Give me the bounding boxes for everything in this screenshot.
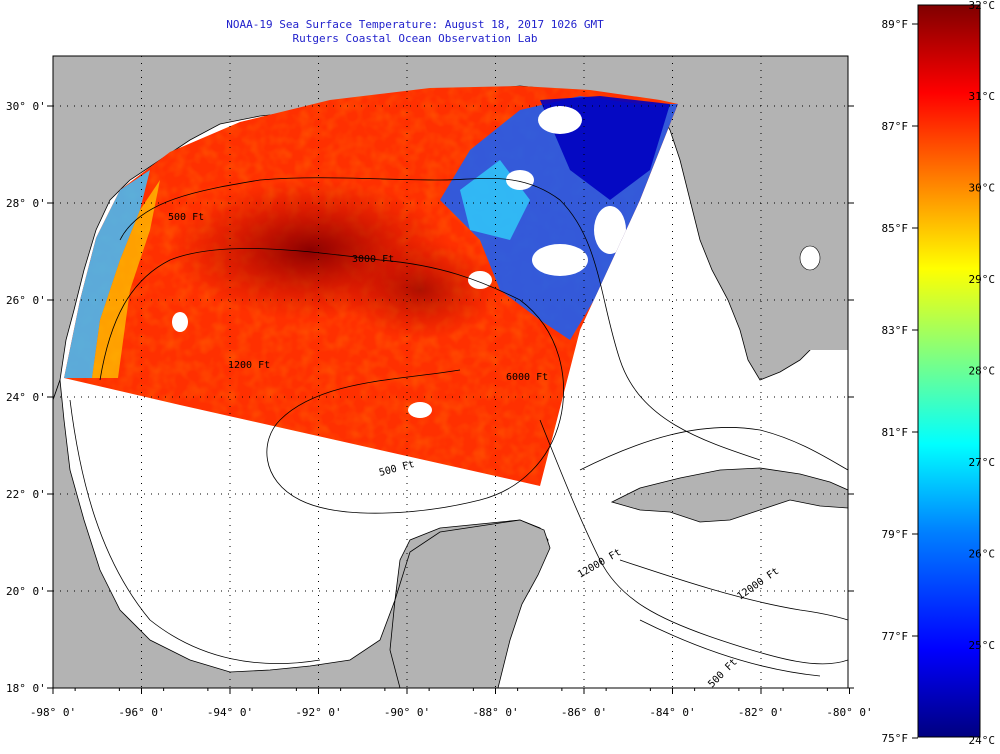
colorbar-c-label: 26°C [969, 548, 996, 561]
longitude-label: -84° 0' [649, 706, 695, 719]
latitude-label: 28° 0' [6, 197, 46, 210]
colorbar-f-label: 83°F [882, 324, 909, 337]
map-subtitle: Rutgers Coastal Ocean Observation Lab [292, 32, 538, 45]
colorbar-celsius-labels: 32°C 31°C 30°C 29°C 28°C 27°C 26°C 25°C 24°C [969, 0, 996, 747]
contour-label: 3000 Ft [352, 254, 394, 265]
longitude-label: -98° 0' [30, 706, 76, 719]
longitude-label: -92° 0' [295, 706, 341, 719]
latitude-labels: 30° 0' 28° 0' 26° 0' 24° 0' 22° 0' 20° 0' 18° … [6, 100, 46, 695]
latitude-label: 18° 0' [6, 682, 46, 695]
colorbar-f-label: 81°F [882, 426, 909, 439]
bathymetry-contours [69, 177, 848, 677]
latitude-label: 26° 0' [6, 294, 46, 307]
graticule [53, 56, 848, 688]
longitude-label: -86° 0' [561, 706, 607, 719]
longitude-label: -94° 0' [207, 706, 253, 719]
contour-label: 6000 Ft [506, 372, 548, 383]
latitude-label: 22° 0' [6, 488, 46, 501]
contour-label: 500 Ft [168, 212, 204, 223]
colorbar-c-label: 28°C [969, 365, 996, 378]
map-title: NOAA-19 Sea Surface Temperature: August … [226, 18, 604, 31]
latitude-label: 24° 0' [6, 391, 46, 404]
colorbar-f-label: 85°F [882, 222, 909, 235]
colorbar-c-label: 24°C [969, 734, 996, 747]
longitude-label: -88° 0' [472, 706, 518, 719]
map-canvas [53, 56, 848, 688]
colorbar-fahrenheit-labels: 89°F 87°F 85°F 83°F 81°F 79°F 77°F 75°F [882, 18, 918, 745]
colorbar-c-label: 31°C [969, 90, 996, 103]
colorbar-c-label: 25°C [969, 639, 996, 652]
longitude-label: -96° 0' [118, 706, 164, 719]
map-frame [52, 55, 849, 689]
cuba-land [610, 467, 848, 523]
latitude-label: 30° 0' [6, 100, 46, 113]
colorbar-f-label: 75°F [882, 732, 909, 745]
colorbar-c-label: 29°C [969, 273, 996, 286]
colorbar-f-label: 79°F [882, 528, 909, 541]
longitude-label: -90° 0' [384, 706, 430, 719]
longitude-labels: -98° 0' -96° 0' -94° 0' -92° 0' -90° 0' -88° … [30, 706, 873, 719]
colorbar-f-label: 77°F [882, 630, 909, 643]
contour-label: 1200 Ft [228, 360, 270, 371]
colorbar-f-label: 89°F [882, 18, 909, 31]
yucatan-land [389, 519, 551, 688]
colorbar-c-label: 27°C [969, 456, 996, 469]
colorbar-f-label: 87°F [882, 120, 909, 133]
colorbar [917, 4, 981, 738]
axis-ticks [47, 105, 854, 694]
colorbar-c-label: 30°C [969, 182, 996, 195]
latitude-label: 20° 0' [6, 585, 46, 598]
longitude-label: -80° 0' [826, 706, 872, 719]
longitude-label: -82° 0' [738, 706, 784, 719]
colorbar-c-label: 32°C [969, 0, 996, 12]
